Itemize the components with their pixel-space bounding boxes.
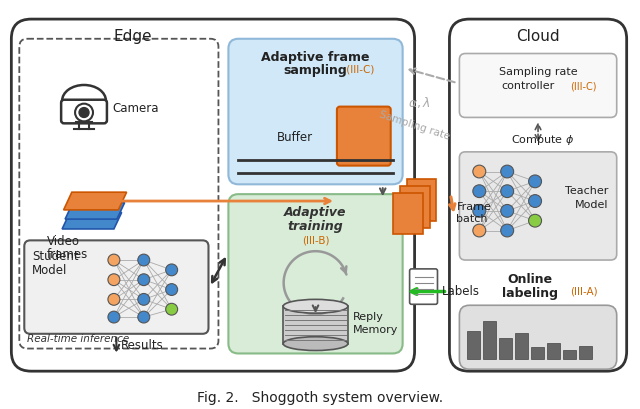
Circle shape [473,204,486,217]
Text: Teacher: Teacher [565,186,609,196]
Circle shape [166,303,178,315]
Text: (III-C): (III-C) [570,81,596,91]
Text: training: training [287,220,344,233]
Text: Compute $\phi$: Compute $\phi$ [511,133,575,147]
Ellipse shape [283,337,348,351]
Text: Memory: Memory [353,325,398,335]
FancyBboxPatch shape [449,19,627,371]
Circle shape [500,165,514,178]
Circle shape [473,224,486,237]
Ellipse shape [283,299,348,313]
Circle shape [500,185,514,198]
Text: $\alpha, \lambda$: $\alpha, \lambda$ [408,95,431,110]
FancyBboxPatch shape [61,100,107,124]
Bar [547,343,560,360]
Text: Buffer: Buffer [277,130,313,144]
Text: (III-C): (III-C) [344,64,375,74]
Text: Model: Model [32,264,68,277]
FancyBboxPatch shape [460,305,617,369]
FancyBboxPatch shape [24,240,209,334]
Circle shape [500,224,514,237]
Circle shape [166,264,178,276]
Text: Reply: Reply [353,312,384,322]
Text: Student: Student [32,250,79,263]
Text: Camera: Camera [112,102,159,115]
Circle shape [138,311,150,323]
FancyBboxPatch shape [460,54,617,117]
Circle shape [138,274,150,285]
Text: (III-B): (III-B) [302,236,329,245]
Circle shape [138,254,150,266]
Circle shape [473,165,486,178]
Text: Online: Online [508,273,553,286]
Text: Frame
batch: Frame batch [456,202,492,224]
Circle shape [529,175,541,188]
Bar [499,338,512,360]
Circle shape [108,311,120,323]
Circle shape [529,214,541,227]
Text: labeling: labeling [502,287,558,299]
Text: Sampling rate: Sampling rate [499,67,577,77]
Circle shape [500,204,514,217]
Bar [483,321,496,360]
Bar [579,346,592,360]
Text: Adaptive frame: Adaptive frame [261,51,370,63]
Text: Fig. 2.   Shoggoth system overview.: Fig. 2. Shoggoth system overview. [197,391,443,405]
Circle shape [108,254,120,266]
Polygon shape [283,306,348,344]
Bar [563,350,576,360]
Circle shape [108,274,120,285]
Text: Sampling rate: Sampling rate [378,110,451,142]
Text: Results: Results [122,339,164,352]
Polygon shape [399,186,429,227]
Text: Video: Video [47,236,80,248]
Text: Labels: Labels [442,285,479,298]
Polygon shape [393,193,422,234]
Text: (III-A): (III-A) [570,287,598,297]
Circle shape [138,294,150,305]
Polygon shape [63,192,127,210]
FancyBboxPatch shape [460,152,617,260]
FancyBboxPatch shape [12,19,415,371]
Bar [515,333,528,360]
Circle shape [529,195,541,207]
Text: controller: controller [502,81,555,91]
Polygon shape [59,222,118,239]
FancyBboxPatch shape [337,107,390,166]
Text: Model: Model [575,200,609,210]
Polygon shape [65,202,125,219]
Text: frames: frames [47,248,88,261]
Circle shape [473,185,486,198]
Polygon shape [406,180,436,221]
Circle shape [75,103,93,121]
Polygon shape [62,212,122,229]
FancyBboxPatch shape [410,269,438,304]
Circle shape [79,108,89,117]
FancyBboxPatch shape [19,39,218,348]
Text: sampling: sampling [284,64,348,77]
Text: Real-time inference: Real-time inference [28,334,129,344]
FancyBboxPatch shape [228,39,403,184]
Text: Edge: Edge [113,29,152,44]
Bar [467,331,480,360]
Circle shape [108,294,120,305]
FancyBboxPatch shape [228,194,403,353]
Text: Cloud: Cloud [516,29,560,44]
Bar [531,347,544,360]
Text: Adaptive: Adaptive [284,206,347,219]
Circle shape [166,283,178,295]
